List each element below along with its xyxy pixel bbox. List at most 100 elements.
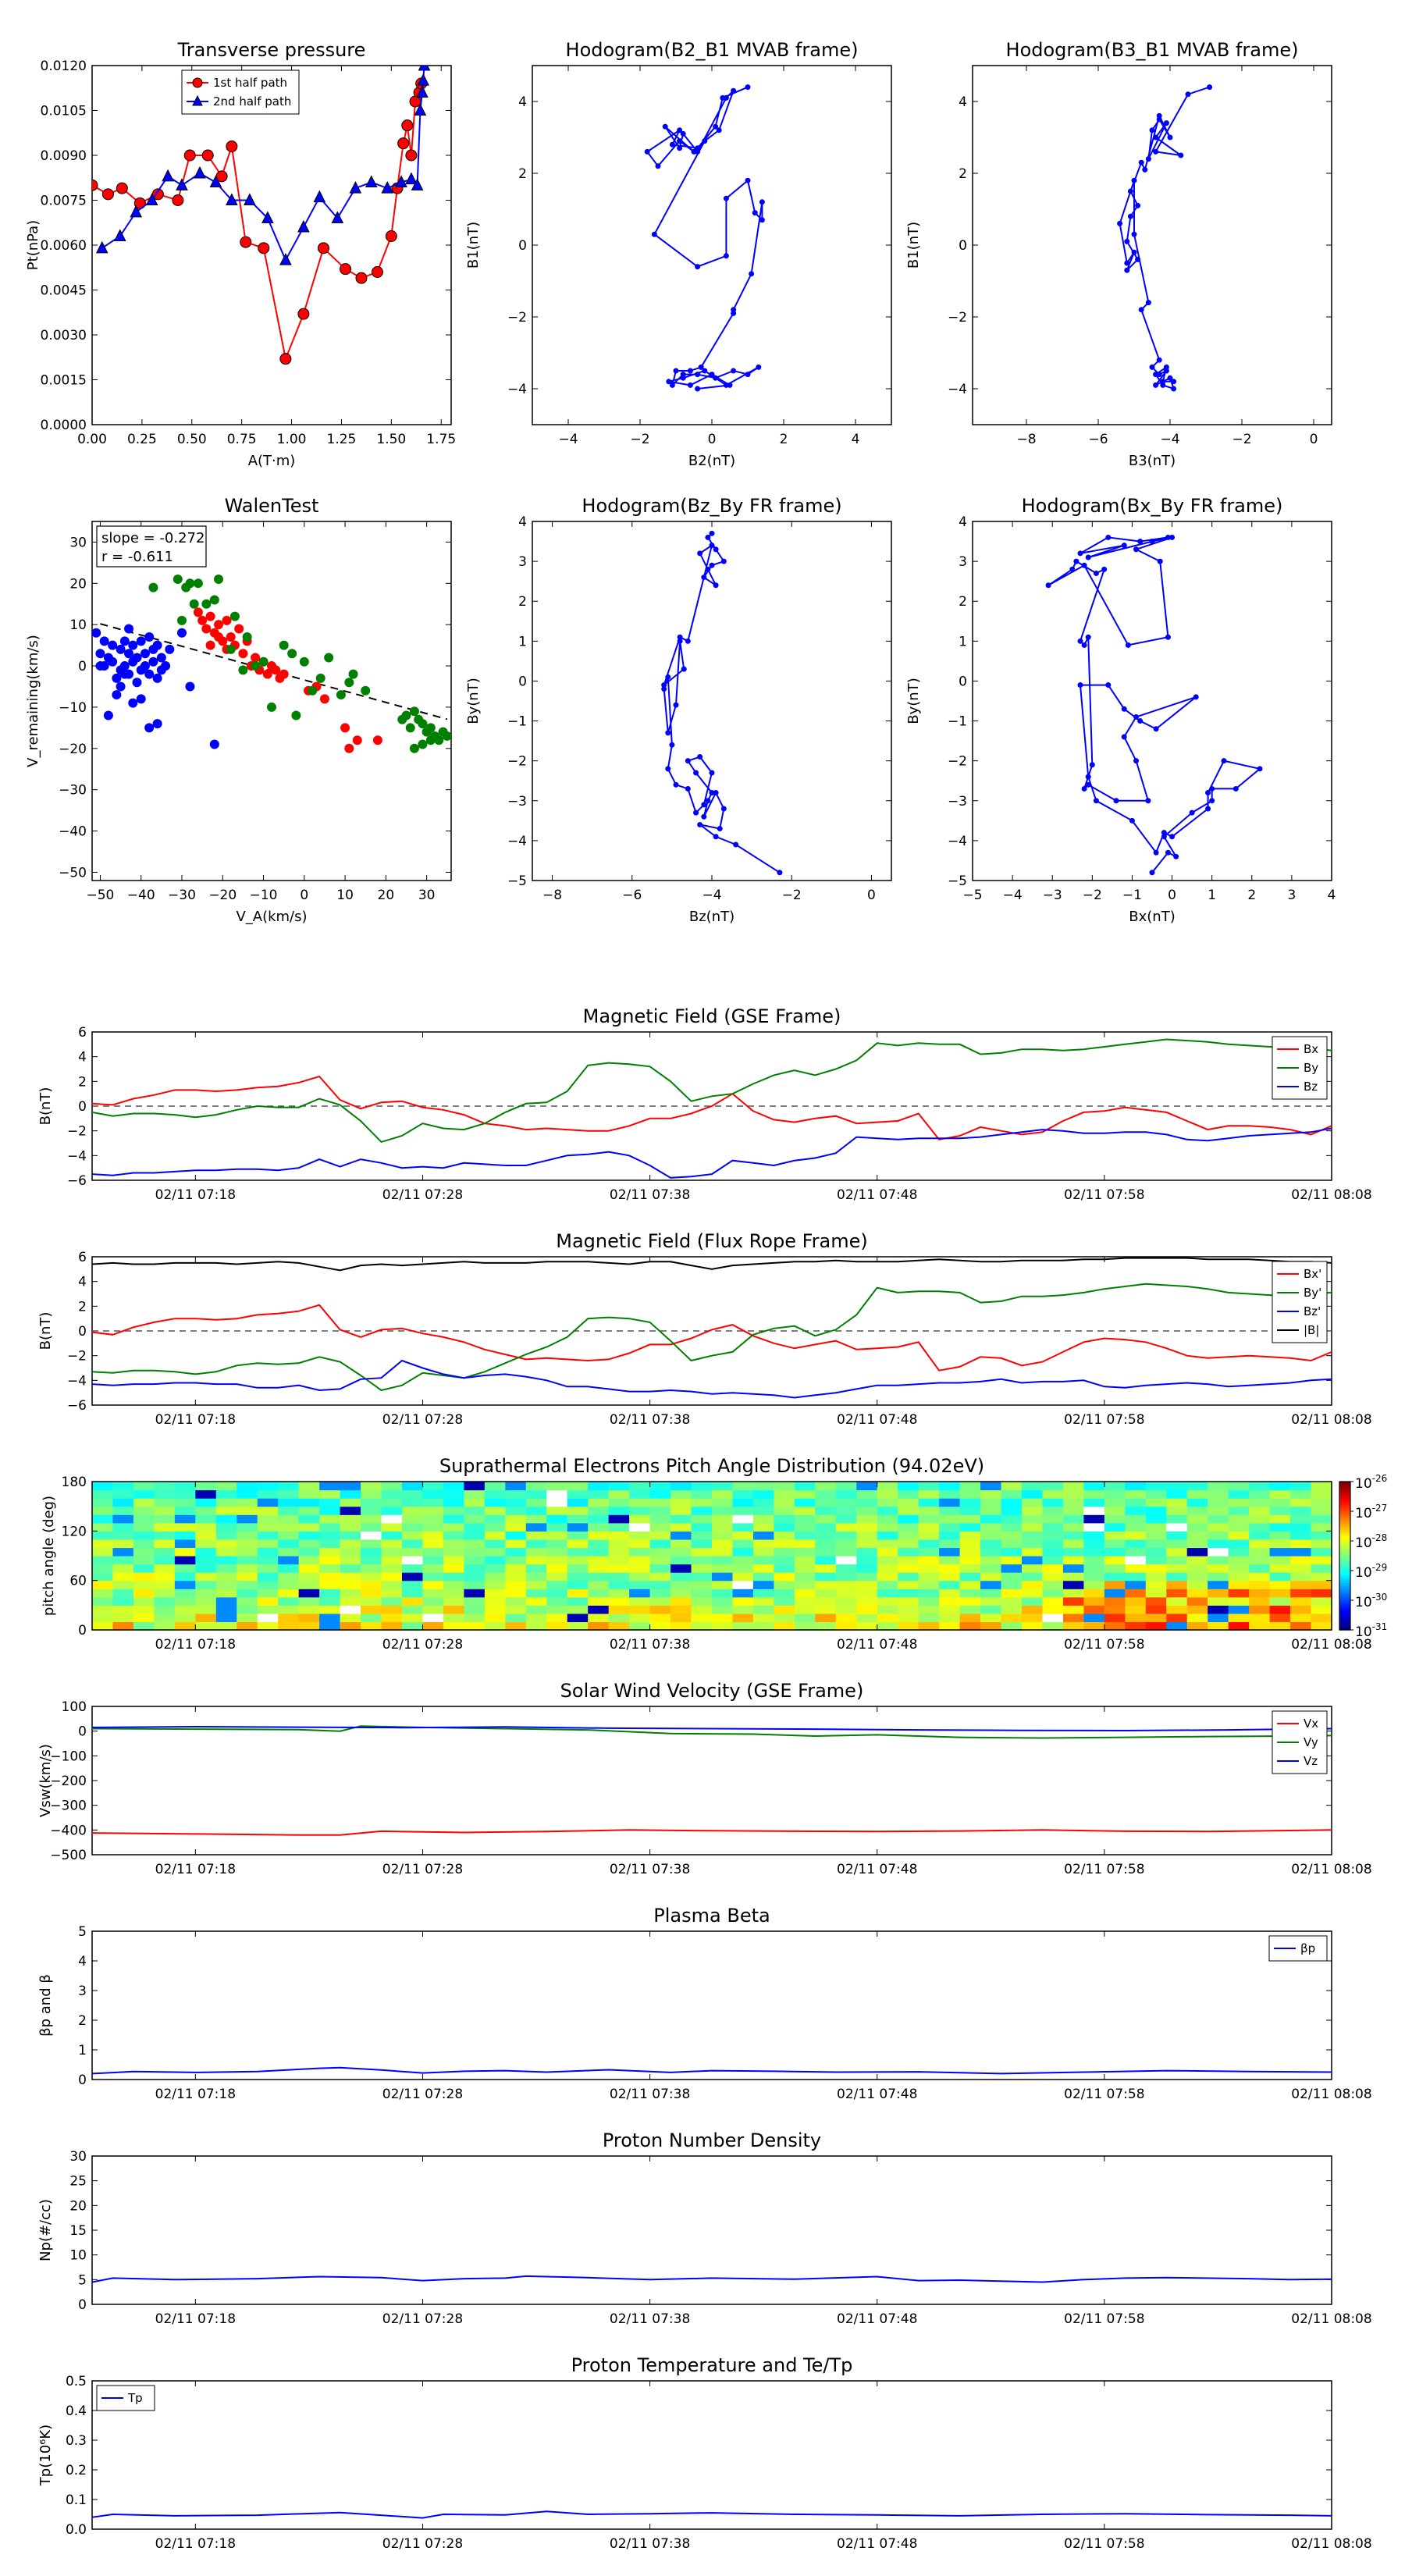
x-tick-label: 0.50 <box>177 432 207 447</box>
heatmap-cell <box>732 1564 754 1573</box>
x-tick-label: −10 <box>250 888 278 903</box>
heatmap-cell <box>649 1522 671 1532</box>
heatmap-cell <box>608 1482 630 1491</box>
heatmap-cell <box>340 1621 361 1631</box>
heatmap-cell <box>112 1613 134 1623</box>
x-tick-label: 30 <box>418 888 436 903</box>
heatmap-cell <box>732 1621 754 1631</box>
heatmap-cell <box>154 1556 176 1565</box>
colorbar-segment <box>1339 1543 1350 1546</box>
heatmap-cell <box>464 1564 486 1573</box>
colorbar-segment <box>1339 1528 1350 1532</box>
heatmap-cell <box>752 1589 774 1598</box>
heatmap-cell <box>525 1596 547 1606</box>
heatmap-cell <box>1228 1482 1250 1491</box>
x-tick-label: −2 <box>782 888 802 903</box>
heatmap-cell <box>464 1539 486 1549</box>
heatmap-cell <box>1311 1564 1332 1573</box>
heatmap-cell <box>835 1489 857 1499</box>
heatmap-cell <box>649 1489 671 1499</box>
series-line <box>92 1829 1332 1836</box>
colorbar-segment <box>1339 1600 1350 1603</box>
heatmap-cell <box>691 1572 713 1582</box>
scatter-point <box>267 702 276 712</box>
heatmap-cell <box>361 1580 382 1589</box>
heatmap-cell <box>774 1589 795 1598</box>
heatmap-cell <box>1062 1596 1084 1606</box>
heatmap-cell <box>815 1547 837 1557</box>
heatmap-cell <box>1125 1556 1147 1565</box>
heatmap-cell <box>1145 1539 1167 1549</box>
heatmap-cell <box>112 1547 134 1557</box>
data-point <box>1171 386 1177 392</box>
heatmap-cell <box>525 1589 547 1598</box>
heatmap-cell <box>340 1556 361 1565</box>
heatmap-cell <box>1022 1522 1044 1532</box>
heatmap-cell <box>794 1506 816 1515</box>
heatmap-cell <box>1186 1539 1208 1549</box>
scatter-point <box>205 640 215 650</box>
data-point <box>693 809 699 816</box>
heatmap-cell <box>835 1514 857 1524</box>
scatter-point <box>189 599 199 609</box>
heatmap-cell <box>112 1489 134 1499</box>
x-tick-label: 4 <box>1328 888 1336 903</box>
heatmap-cell <box>154 1589 176 1598</box>
heatmap-cell <box>918 1580 940 1589</box>
data-point <box>1173 853 1179 859</box>
y-tick-label: −1 <box>507 714 527 730</box>
heatmap-cell <box>608 1498 630 1507</box>
heatmap-cell <box>319 1572 341 1582</box>
heatmap-cell <box>1104 1514 1126 1524</box>
heatmap-cell <box>1001 1547 1023 1557</box>
heatmap-cell <box>484 1589 506 1598</box>
heatmap-cell <box>402 1547 424 1557</box>
heatmap-cell <box>1083 1489 1105 1499</box>
heatmap-cell <box>361 1621 382 1631</box>
data-point <box>226 141 238 152</box>
heatmap-cell <box>732 1539 754 1549</box>
heatmap-cell <box>484 1621 506 1631</box>
y-tick-label: 60 <box>69 1574 87 1589</box>
heatmap-cell <box>918 1547 940 1557</box>
heatmap-cell <box>1022 1556 1044 1565</box>
colorbar-segment <box>1339 1605 1350 1609</box>
x-tick-label: −8 <box>542 888 562 903</box>
x-tick-label: −6 <box>1088 432 1108 447</box>
scatter-point <box>116 681 126 692</box>
heatmap-cell <box>691 1522 713 1532</box>
colorbar-segment <box>1339 1499 1350 1502</box>
x-tick-label: 1.50 <box>376 432 406 447</box>
heatmap-cell <box>237 1605 258 1614</box>
heatmap-cell <box>815 1539 837 1549</box>
heatmap-cell <box>1104 1498 1126 1507</box>
heatmap-cell <box>443 1531 464 1540</box>
scatter-point <box>148 582 158 592</box>
heatmap-cell <box>712 1514 734 1524</box>
heatmap-cell <box>1228 1539 1250 1549</box>
heatmap-cell <box>1186 1556 1208 1565</box>
heatmap-cell <box>278 1621 300 1631</box>
colorbar-segment <box>1339 1491 1350 1495</box>
legend-label: Bx' <box>1304 1267 1321 1281</box>
scatter-point <box>226 644 236 654</box>
heatmap-cell <box>422 1605 444 1614</box>
colorbar-segment <box>1339 1506 1350 1510</box>
heatmap-cell <box>815 1621 837 1631</box>
heatmap-cell <box>92 1498 114 1507</box>
heatmap-cell <box>752 1556 774 1565</box>
legend-frame <box>181 69 300 115</box>
heatmap-cell <box>505 1596 527 1606</box>
x-axis-label: A(T·m) <box>248 453 296 469</box>
heatmap-cell <box>278 1556 300 1565</box>
heatmap-cell <box>1311 1605 1332 1614</box>
heatmap-cell <box>815 1613 837 1623</box>
heatmap-cell <box>381 1605 403 1614</box>
heatmap-cell <box>980 1498 1002 1507</box>
scatter-point <box>222 615 232 625</box>
data-point <box>651 231 657 237</box>
heatmap-cell <box>443 1489 464 1499</box>
heatmap-cell <box>1269 1564 1291 1573</box>
y-tick-label: −2 <box>507 754 527 770</box>
y-tick-label: −4 <box>67 1373 87 1389</box>
